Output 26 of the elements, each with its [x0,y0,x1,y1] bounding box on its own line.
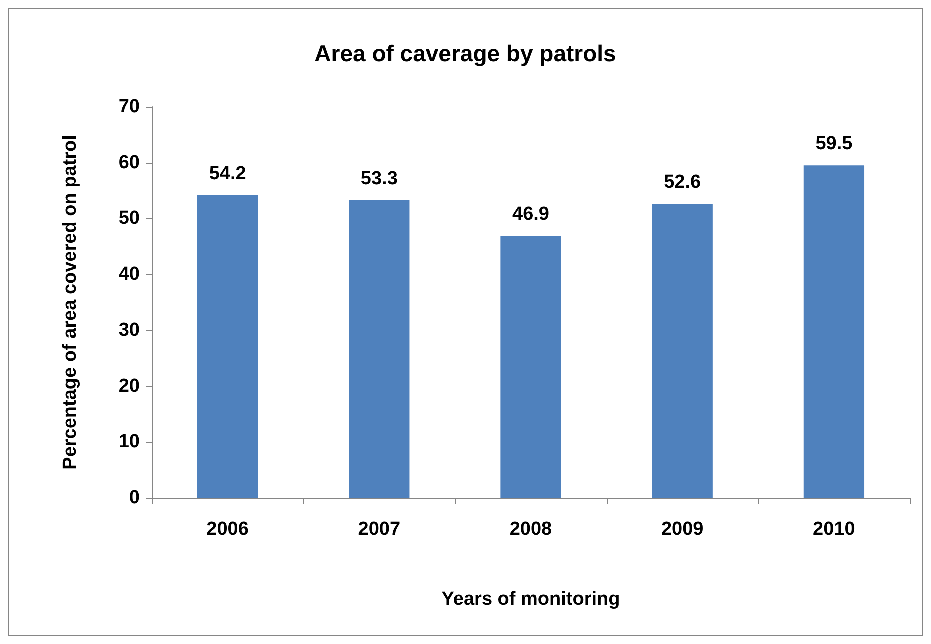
bar [804,166,865,498]
y-tick-label: 60 [118,152,140,174]
y-tick-label: 0 [129,488,140,508]
y-tick-label: 20 [118,376,140,397]
data-label: 53.3 [360,168,398,190]
y-axis-title: Percentage of area covered on patrol [60,135,81,470]
y-tick-label: 30 [118,320,140,341]
x-tick-label: 2010 [813,519,856,540]
y-tick-label: 70 [118,96,140,118]
data-label: 46.9 [512,204,550,226]
y-tick-label: 50 [118,208,140,230]
data-label: 52.6 [664,172,702,194]
bar [197,195,258,498]
data-label: 54.2 [209,163,246,184]
bar [500,236,562,498]
x-tick-label: 2007 [358,519,401,540]
y-tick-label: 10 [118,432,140,453]
x-tick-label: 2009 [661,519,704,540]
chart-title: Area of caverage by patrols [314,40,616,66]
x-axis-title: Years of monitoring [442,589,620,610]
bar [349,200,410,498]
data-label: 59.5 [816,134,854,155]
x-tick-label: 2008 [510,519,552,540]
y-tick-label: 40 [118,264,140,286]
bar [652,204,713,498]
x-tick-label: 2006 [206,519,249,540]
